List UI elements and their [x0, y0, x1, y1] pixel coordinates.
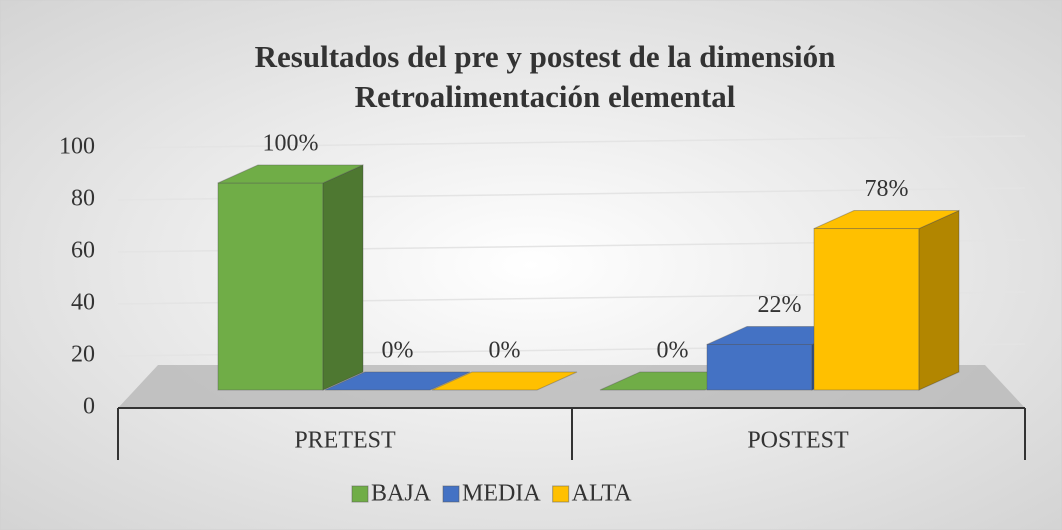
bar-side-shade: [919, 210, 959, 390]
legend-swatch: [351, 485, 369, 503]
legend-swatch: [442, 485, 460, 503]
y-tick-label: 0: [83, 394, 95, 420]
bar-front: [706, 343, 813, 391]
data-label: 0%: [382, 338, 414, 364]
data-label: 0%: [657, 338, 689, 364]
bar-front: [217, 182, 324, 391]
data-label: 0%: [489, 338, 521, 364]
data-label: 100%: [263, 131, 319, 157]
x-tick-label: PRETEST: [294, 428, 396, 454]
bar: [217, 164, 364, 391]
bar-top: [324, 371, 471, 391]
bar-top: [431, 371, 578, 391]
bar-top: [217, 164, 364, 184]
legend-label: ALTA: [572, 481, 633, 507]
y-tick-label: 20: [71, 342, 95, 368]
grid-line: [117, 135, 1026, 149]
bar-side-shade: [323, 165, 363, 390]
y-tick-label: 60: [71, 238, 95, 264]
y-tick-label: 100: [59, 134, 95, 160]
y-tick-label: 40: [71, 290, 95, 316]
bar-top: [813, 210, 960, 230]
bar-side: [918, 209, 960, 391]
data-label: 78%: [865, 176, 909, 202]
chart-title: Resultados del pre y postest de la dimen…: [255, 39, 836, 114]
bar-front: [813, 228, 920, 391]
y-tick-label: 80: [71, 186, 95, 212]
bar: [431, 371, 578, 391]
legend-label: BAJA: [371, 481, 432, 507]
legend-label: MEDIA: [462, 481, 541, 507]
bar: [813, 209, 960, 391]
legend-swatch: [552, 485, 570, 503]
x-tick-label: POSTEST: [747, 428, 849, 454]
bar: [324, 371, 471, 391]
data-label: 22%: [758, 292, 802, 318]
bars: [217, 164, 960, 391]
